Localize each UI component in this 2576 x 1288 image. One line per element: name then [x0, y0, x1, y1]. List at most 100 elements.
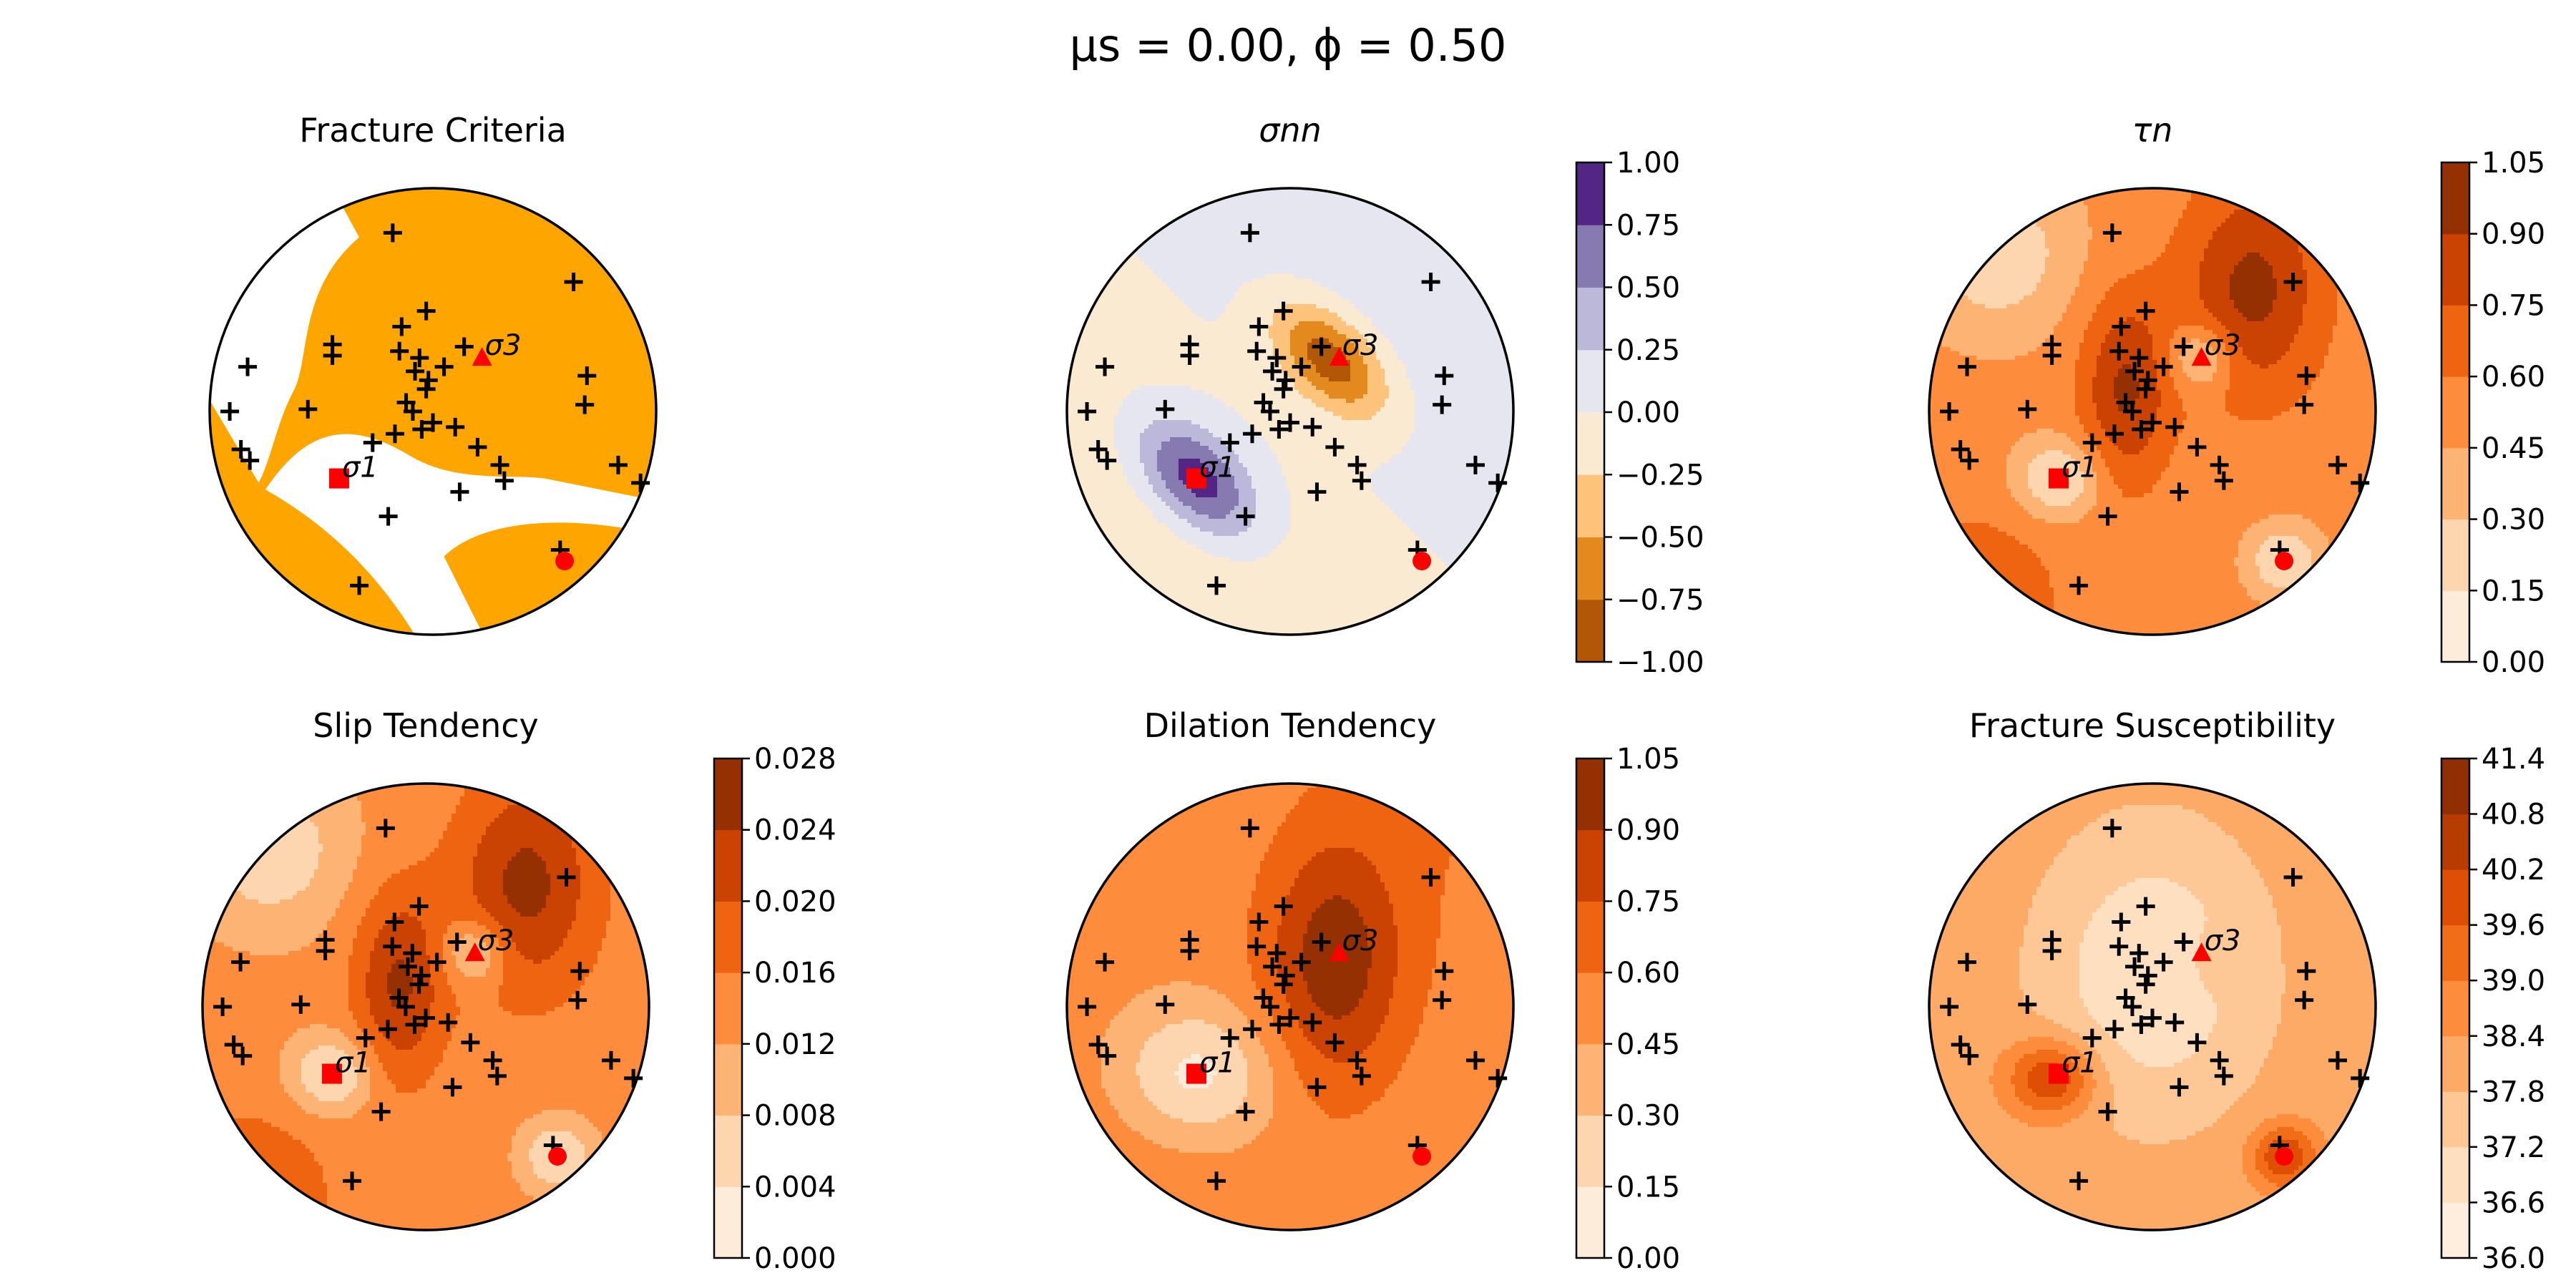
colorbar-tick-label: 1.00 — [1616, 147, 1680, 180]
colorbar-band — [714, 1115, 742, 1187]
pole-marker-2-33 — [2098, 507, 2117, 526]
pole-marker-5-31 — [2351, 1068, 2370, 1088]
colorbar-tick-label: 0.000 — [754, 1242, 836, 1275]
pole-marker-1-9 — [1276, 371, 1295, 390]
pole-marker-0-23 — [577, 366, 597, 386]
pole-marker-0-28 — [240, 451, 260, 470]
colorbar-band — [1576, 162, 1604, 225]
pole-marker-4-29 — [1156, 995, 1175, 1014]
pole-marker-2-2 — [2136, 301, 2155, 321]
stereonet-panel-4: σ1 σ3 — [1065, 782, 1515, 1231]
pole-marker-5-32 — [2170, 1078, 2189, 1097]
colorbar-tick-label: 1.05 — [2482, 147, 2545, 180]
pole-marker-1-1 — [1421, 273, 1440, 292]
pole-marker-2-27 — [1951, 440, 1970, 459]
pole-marker-5-16 — [2132, 1015, 2151, 1034]
colorbar-frame — [1575, 757, 1606, 1259]
pole-marker-3-25 — [231, 952, 250, 972]
pole-marker-5-34 — [2069, 1171, 2089, 1191]
colorbar-4: 0.00 0.15 0.30 0.45 0.60 0.75 0.90 1.05 — [1575, 743, 1680, 1275]
panel-title-fracture-criteria: Fracture Criteria — [299, 111, 567, 150]
colorbar-band — [2441, 1035, 2469, 1092]
pole-marker-4-5 — [1180, 942, 1199, 960]
colorbar-tick-label: 40.2 — [2482, 854, 2545, 887]
pole-marker-2-5 — [2042, 346, 2062, 365]
pole-marker-4-26 — [1078, 997, 1097, 1016]
pole-marker-5-3 — [2112, 912, 2131, 932]
pole-marker-1-34 — [1207, 576, 1226, 595]
sigma1-marker — [328, 468, 349, 489]
colorbar-frame — [713, 757, 743, 1259]
colorbar-band — [2441, 924, 2469, 981]
colorbar-tick-label: 40.8 — [2482, 799, 2545, 831]
pole-marker-1-29 — [1156, 399, 1175, 419]
panel-title-dilation-tendency: Dilation Tendency — [1144, 706, 1437, 745]
pole-marker-2-26 — [1940, 402, 1959, 421]
colorbar-band — [2441, 376, 2469, 449]
stereonet-panel-0: σ1 σ3 — [208, 187, 658, 636]
pole-marker-4-10 — [1263, 957, 1282, 976]
pole-marker-4-19 — [1303, 1013, 1322, 1032]
pole-marker-1-26 — [1078, 402, 1097, 421]
pole-marker-0-32 — [450, 482, 469, 502]
colorbar-tick-label: 0.45 — [1616, 1028, 1680, 1061]
pole-marker-0-12 — [434, 357, 454, 376]
pole-marker-4-2 — [1274, 897, 1293, 916]
colorbar-tick-label: 0.75 — [1616, 885, 1680, 918]
pole-marker-3-22 — [487, 1066, 507, 1085]
colorbar-band — [1576, 537, 1604, 600]
colorbar-tick-label: 0.90 — [1616, 814, 1680, 847]
pole-marker-1-21 — [1347, 455, 1367, 474]
pole-marker-1-5 — [1180, 346, 1199, 365]
sigma2-marker — [2275, 1147, 2294, 1166]
stereonet-field-1 — [1067, 188, 1513, 635]
colorbar-2: 0.00 0.15 0.30 0.45 0.60 0.75 0.90 1.05 — [2440, 147, 2545, 679]
colorbar-band — [1576, 287, 1604, 351]
sigma3-marker — [2191, 347, 2212, 366]
pole-marker-4-12 — [1292, 952, 1311, 972]
pole-marker-0-34 — [350, 576, 369, 595]
pole-marker-4-24 — [1433, 990, 1452, 1010]
pole-marker-3-2 — [409, 897, 429, 916]
pole-marker-5-21 — [2210, 1050, 2229, 1070]
colorbar-band — [2441, 1202, 2469, 1259]
pole-marker-0-17 — [385, 424, 404, 444]
pole-marker-3-9 — [411, 966, 431, 985]
pole-marker-3-31 — [624, 1068, 643, 1088]
pole-marker-1-30 — [1465, 455, 1485, 474]
stereonet-outline — [1065, 187, 1515, 636]
pole-marker-2-20 — [2187, 437, 2207, 457]
pole-marker-3-6 — [383, 937, 402, 956]
pole-marker-3-3 — [385, 912, 404, 932]
colorbar-tick-label: 0.016 — [754, 957, 836, 990]
pole-marker-1-19 — [1303, 417, 1322, 436]
colorbar-band — [2441, 162, 2469, 235]
pole-marker-3-19 — [439, 1013, 458, 1032]
stereonet-outline — [1928, 782, 2377, 1231]
pole-marker-4-14 — [1260, 997, 1279, 1016]
pole-marker-0-22 — [494, 471, 514, 490]
pole-marker-4-34 — [1207, 1171, 1226, 1191]
pole-marker-3-28 — [233, 1046, 253, 1065]
pole-marker-3-12 — [427, 952, 447, 972]
colorbar-band — [714, 1186, 742, 1259]
pole-marker-2-1 — [2283, 273, 2303, 292]
pole-marker-0-11 — [416, 379, 436, 399]
colorbar-tick-label: 0.90 — [2482, 218, 2545, 251]
pole-marker-0-18 — [363, 433, 382, 452]
pole-marker-1-22 — [1352, 471, 1371, 490]
pole-marker-5-19 — [2165, 1013, 2185, 1032]
pole-marker-4-16 — [1269, 1015, 1289, 1034]
pole-marker-2-16 — [2132, 419, 2151, 439]
pole-marker-5-2 — [2136, 897, 2155, 916]
pole-marker-3-0 — [376, 819, 395, 838]
pole-marker-3-27 — [224, 1035, 243, 1055]
pole-marker-1-2 — [1274, 301, 1293, 321]
pole-marker-4-15 — [1281, 1008, 1299, 1028]
colorbar-band — [2441, 233, 2469, 306]
colorbar-band — [1576, 1043, 1604, 1116]
pole-marker-0-14 — [403, 402, 422, 421]
colorbar-tick-label: 0.024 — [754, 814, 836, 847]
sigma1-label: σ1 — [335, 1047, 371, 1080]
colorbar-band — [1576, 349, 1604, 413]
